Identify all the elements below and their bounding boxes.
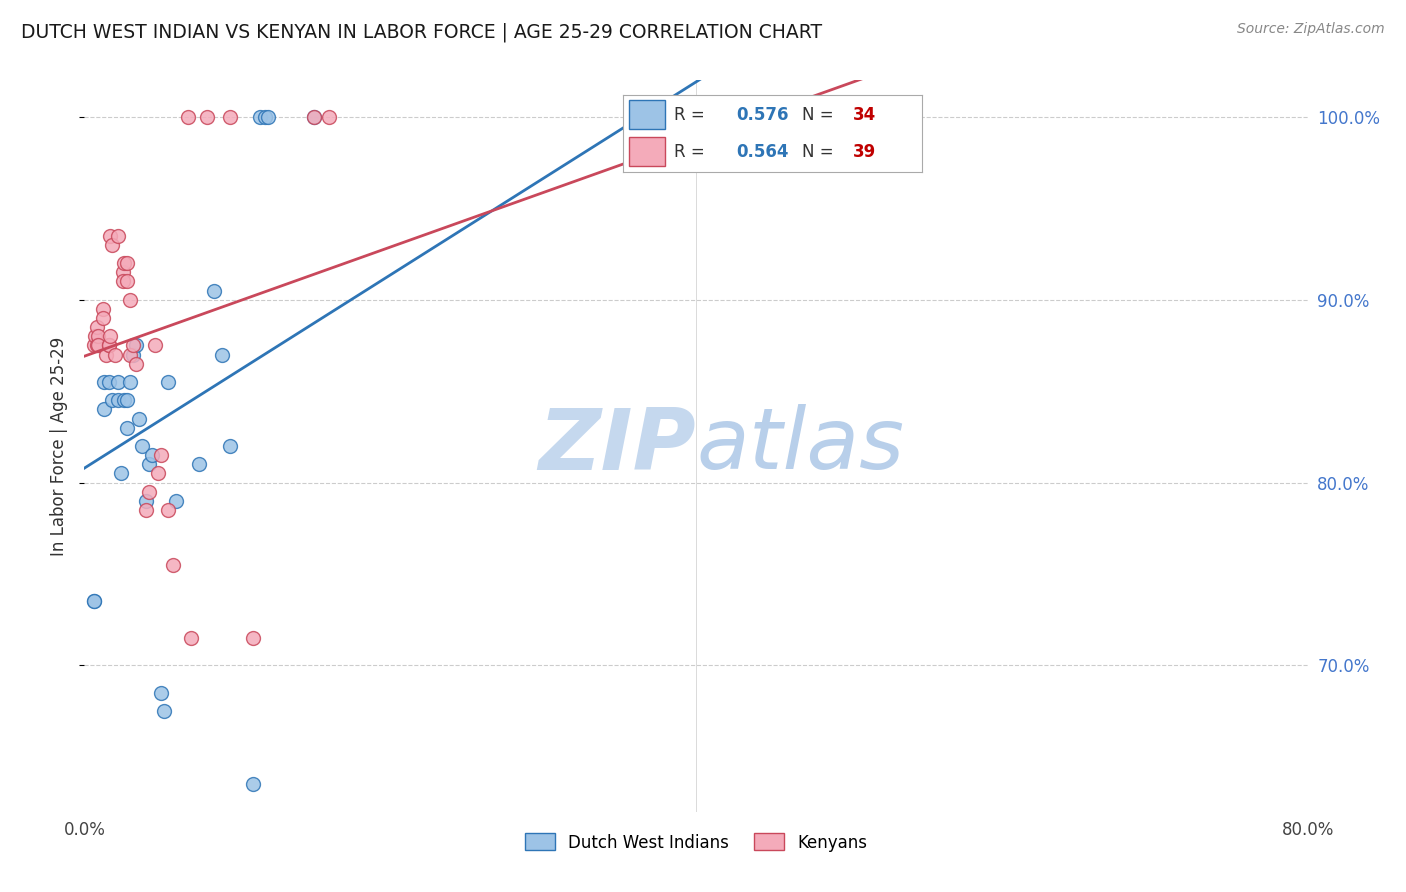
Point [218,110,240,124]
Point [257,110,280,124]
Point [131,439,153,453]
Point [120,375,142,389]
Point [253,110,276,124]
Point [153,704,176,718]
Point [157,503,180,517]
Point [165,493,187,508]
Point [318,110,340,124]
Point [242,631,264,645]
Point [146,467,169,481]
Point [135,503,157,517]
Point [87,338,110,352]
Point [249,110,271,124]
Text: Source: ZipAtlas.com: Source: ZipAtlas.com [1237,22,1385,37]
Point [86,338,108,352]
Point [91,301,114,316]
Point [83,594,105,608]
Point [112,256,135,270]
Y-axis label: In Labor Force | Age 25-29: In Labor Force | Age 25-29 [49,336,67,556]
Legend: Dutch West Indians, Kenyans: Dutch West Indians, Kenyans [517,827,875,858]
Text: atlas: atlas [696,404,904,488]
Point [93,375,115,389]
Point [98,329,121,343]
Point [101,238,124,252]
Point [97,375,120,389]
Point [149,448,172,462]
Point [218,439,240,453]
Point [86,320,108,334]
Point [138,458,160,472]
Point [115,256,138,270]
Point [94,348,117,362]
Text: ZIP: ZIP [538,404,696,488]
Point [101,393,124,408]
Point [135,493,157,508]
Point [83,338,105,352]
Point [93,402,115,417]
Point [112,393,135,408]
Point [115,274,138,288]
Point [202,284,225,298]
Point [110,467,132,481]
Point [162,558,184,572]
Point [120,293,142,307]
Point [97,338,120,352]
Point [107,393,129,408]
Point [98,228,121,243]
Point [125,357,148,371]
Point [87,329,110,343]
Point [141,448,163,462]
Point [138,484,160,499]
Point [91,311,114,326]
Point [143,338,166,352]
Point [242,777,264,791]
Point [104,348,127,362]
Point [180,631,202,645]
Point [128,411,150,425]
Point [115,393,138,408]
Point [776,110,799,124]
Point [122,348,145,362]
Point [97,338,120,352]
Point [120,348,142,362]
Point [157,375,180,389]
Point [84,329,107,343]
Point [149,686,172,700]
Point [188,458,211,472]
Point [115,421,138,435]
Point [195,110,218,124]
Point [302,110,325,124]
Point [122,338,145,352]
Point [107,228,129,243]
Text: DUTCH WEST INDIAN VS KENYAN IN LABOR FORCE | AGE 25-29 CORRELATION CHART: DUTCH WEST INDIAN VS KENYAN IN LABOR FOR… [21,22,823,42]
Point [107,375,129,389]
Point [302,110,325,124]
Point [111,274,134,288]
Point [125,338,148,352]
Point [177,110,200,124]
Point [211,348,233,362]
Point [111,265,134,279]
Point [83,594,105,608]
